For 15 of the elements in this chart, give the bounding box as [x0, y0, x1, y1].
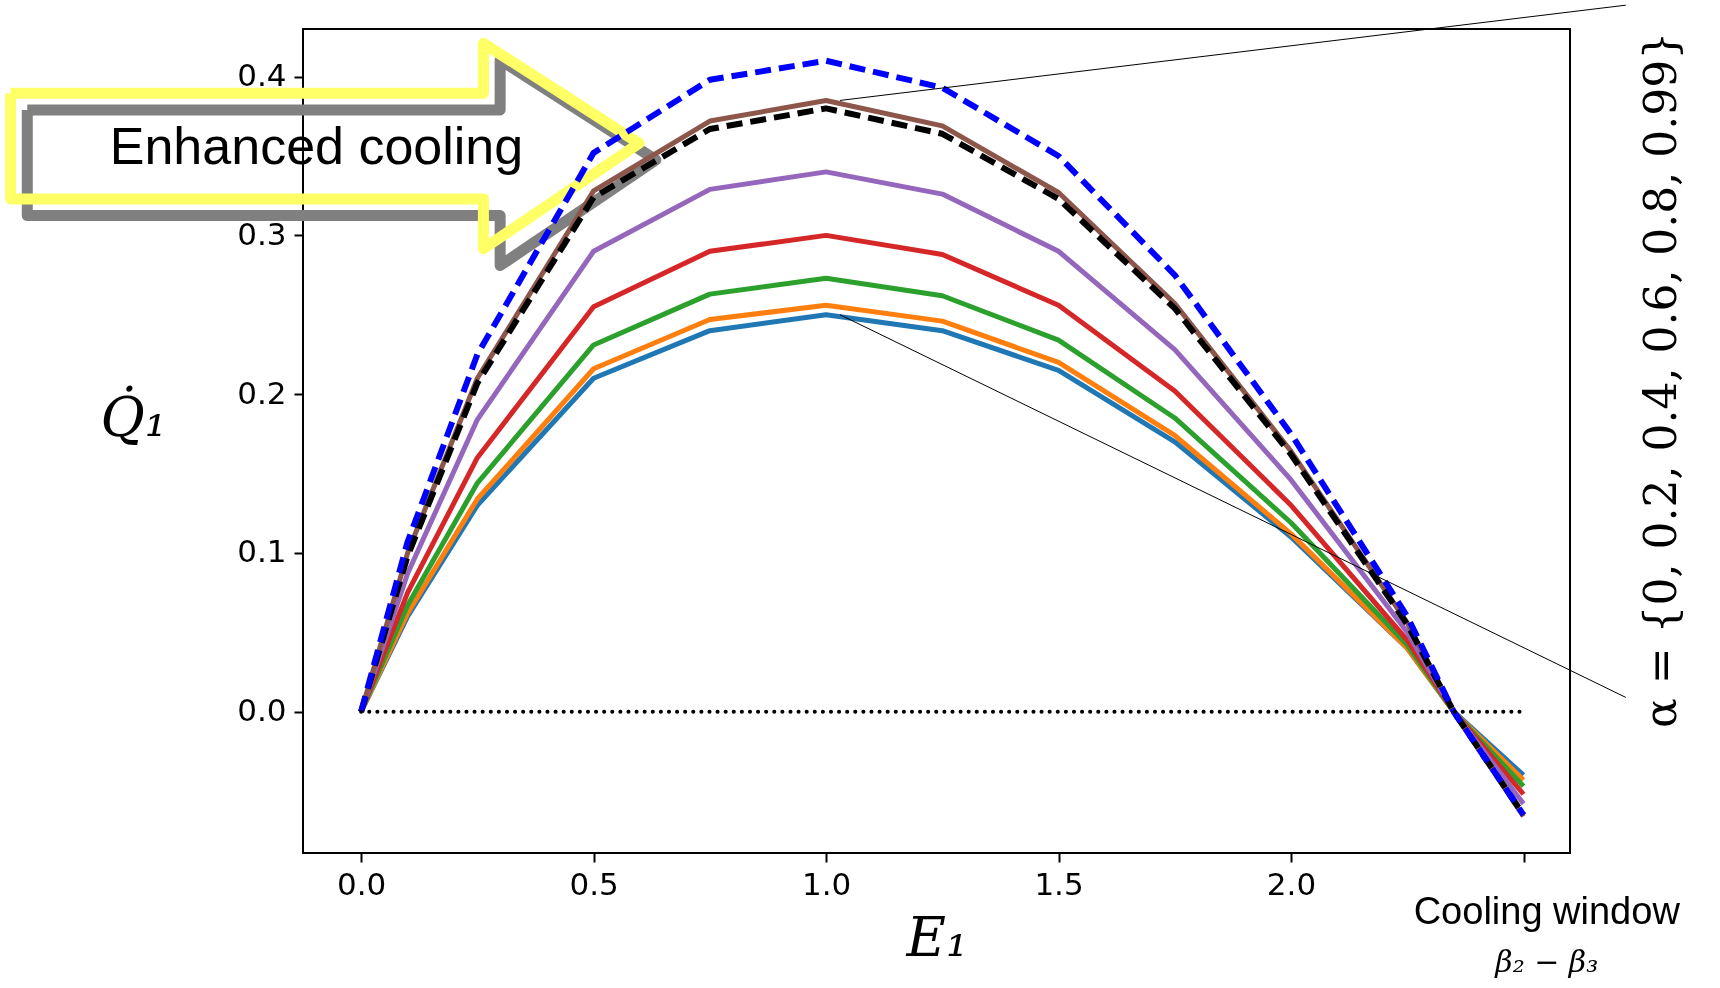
- y-axis-title: Q̇₁: [100, 384, 167, 449]
- text: β₂ − β₃: [1494, 943, 1599, 979]
- x-tick-label: 2.0: [1266, 865, 1317, 902]
- x-tick-label: 0.0: [336, 865, 387, 902]
- y-tick-label: 0.1: [237, 533, 287, 570]
- text: Cooling window: [1413, 890, 1681, 933]
- x-tick-label: 0.5: [569, 865, 619, 902]
- y-tick-label: 0.4: [237, 57, 287, 94]
- y-tick-label: 0.2: [237, 374, 287, 411]
- x-tick-label: 1.0: [801, 865, 852, 902]
- text: α = {0, 0.2, 0.4, 0.6, 0.8, 0.99}: [1634, 31, 1686, 729]
- y-tick-label: 0.0: [237, 692, 287, 729]
- x-tick-label: 1.5: [1034, 865, 1084, 902]
- x-axis-title: E₁: [905, 905, 968, 969]
- y-tick-label: 0.3: [237, 215, 287, 252]
